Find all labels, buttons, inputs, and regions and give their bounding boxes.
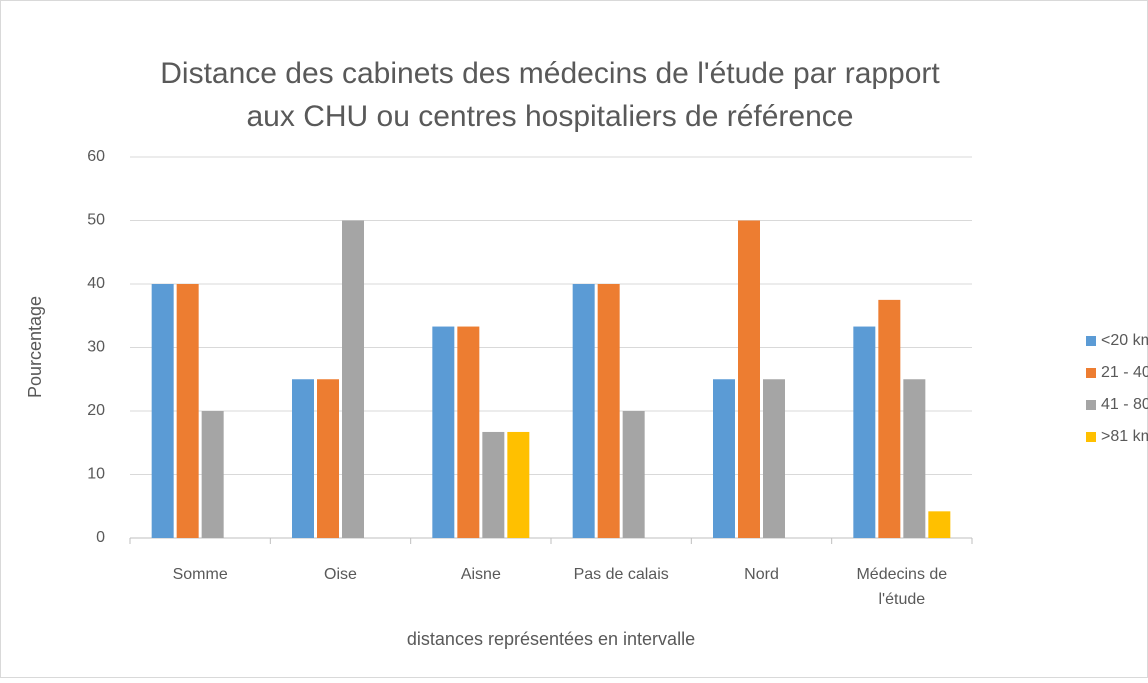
x-tick-label: Médecins de l'étude — [856, 566, 947, 608]
bar — [317, 379, 339, 538]
legend-label: 21 - 40 km — [1101, 364, 1148, 381]
bar — [853, 326, 876, 538]
bar — [763, 379, 785, 538]
bar — [738, 220, 760, 538]
bar — [342, 220, 364, 538]
bar — [151, 284, 174, 538]
legend-swatch — [1086, 432, 1096, 442]
bar — [572, 284, 595, 538]
bar — [292, 379, 314, 538]
y-tick-label: 10 — [87, 466, 105, 483]
legend-label: 41 - 80 km — [1101, 396, 1148, 413]
bar — [713, 379, 735, 538]
bar — [903, 379, 926, 538]
bar — [507, 431, 530, 538]
chart-title: Distance des cabinets des médecins de l'… — [160, 57, 940, 90]
x-tick-label: Nord — [744, 566, 779, 583]
legend-swatch — [1086, 368, 1096, 378]
chart-title: aux CHU ou centres hospitaliers de référ… — [247, 100, 854, 133]
x-tick-label: Somme — [173, 566, 228, 583]
y-tick-label: 30 — [87, 339, 105, 356]
y-tick-label: 0 — [96, 529, 105, 546]
bar — [201, 411, 224, 538]
bar — [597, 284, 620, 538]
legend-label: >81 km — [1101, 428, 1148, 445]
y-tick-label: 60 — [87, 148, 105, 165]
bar — [482, 431, 505, 538]
y-tick-label: 20 — [87, 402, 105, 419]
y-axis-title: Pourcentage — [25, 296, 45, 398]
x-tick-label: Aisne — [461, 566, 501, 583]
bar — [878, 299, 901, 538]
legend-swatch — [1086, 400, 1096, 410]
bar — [928, 511, 951, 538]
x-axis-title: distances représentées en intervalle — [407, 629, 695, 649]
y-tick-label: 50 — [87, 212, 105, 229]
x-tick-label: Pas de calais — [574, 566, 669, 583]
y-tick-label: 40 — [87, 275, 105, 292]
x-tick-label: Oise — [324, 566, 357, 583]
legend-swatch — [1086, 336, 1096, 346]
bar — [432, 326, 455, 538]
bar — [457, 326, 480, 538]
bar — [622, 411, 645, 538]
legend-label: <20 km — [1101, 332, 1148, 349]
bar — [176, 284, 199, 538]
